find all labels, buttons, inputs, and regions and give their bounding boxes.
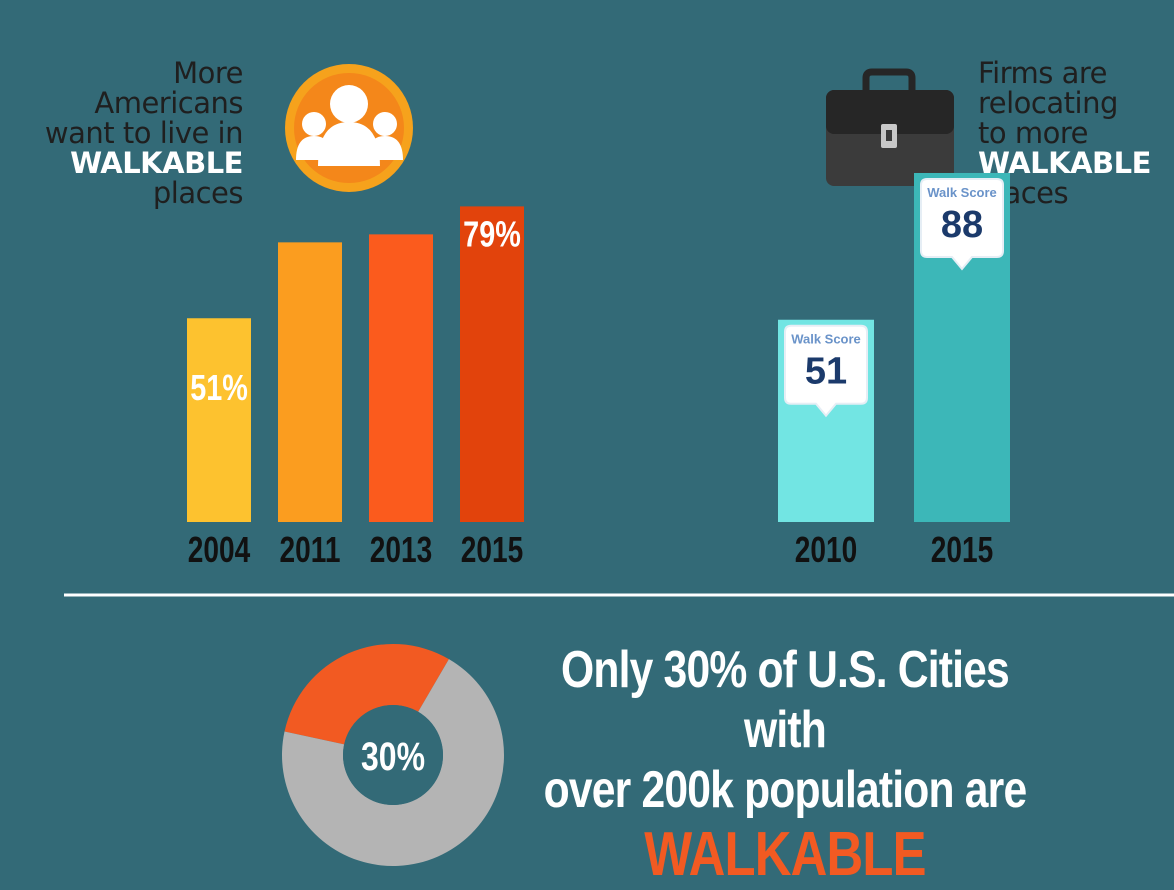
right-caption-line: Firms are [978, 56, 1108, 90]
tick-label: 2011 [280, 530, 341, 570]
headline-line: over 200k population are [543, 761, 1028, 819]
walk-score-callout [920, 177, 1004, 271]
slice-other [282, 659, 505, 867]
people-group-icon [285, 64, 413, 192]
data-label: 51 [805, 351, 847, 393]
right-caption-line: to more [978, 116, 1088, 150]
walk-score-callout [784, 324, 868, 418]
left-caption-highlight: WALKABLE [70, 146, 243, 180]
left-caption: More Americans want to live in WALKABLE … [0, 56, 244, 210]
callout-title: Walk Score [791, 332, 861, 347]
tick-label: 2015 [931, 530, 993, 570]
data-label: 88 [941, 204, 983, 246]
bar-2004 [187, 318, 251, 522]
headline-line: Only 30% of U.S. Cities with [561, 641, 1010, 759]
tick-label: 2015 [461, 530, 523, 570]
headline: Only 30% of U.S. Cities with over 200k p… [527, 640, 1044, 890]
left-caption-line: Americans [94, 86, 243, 120]
headline-accent: WALKABLE [644, 820, 926, 889]
tick-label: 2010 [795, 530, 857, 570]
right-caption: Firms are relocating to more WALKABLE pl… [978, 58, 1151, 208]
left-caption-line: places [152, 176, 244, 210]
data-label: 79% [463, 213, 521, 254]
donut-center-label: 30% [361, 734, 425, 779]
bar-2013 [369, 234, 433, 523]
left-caption-line: want to live in [44, 116, 244, 150]
bar-2015 [460, 206, 524, 522]
bar-chart-walkable-preference: 2004 51% 2011 2013 2015 79% [187, 206, 524, 570]
bar-2011 [278, 242, 342, 522]
donut-chart-walkable-cities: 30% [282, 644, 505, 867]
data-label: 51% [190, 367, 248, 408]
briefcase-icon [826, 68, 954, 186]
left-caption-line: More [173, 56, 243, 90]
tick-label: 2013 [370, 530, 432, 570]
callout-title: Walk Score [927, 185, 997, 200]
donut-hole [343, 705, 443, 805]
bar-chart-walk-score: 2010 Walk Score 51 2015 Walk Score 88 [778, 172, 1010, 570]
tick-label: 2004 [188, 530, 250, 570]
right-caption-line: relocating [978, 86, 1118, 120]
slice-walkable [284, 644, 449, 745]
